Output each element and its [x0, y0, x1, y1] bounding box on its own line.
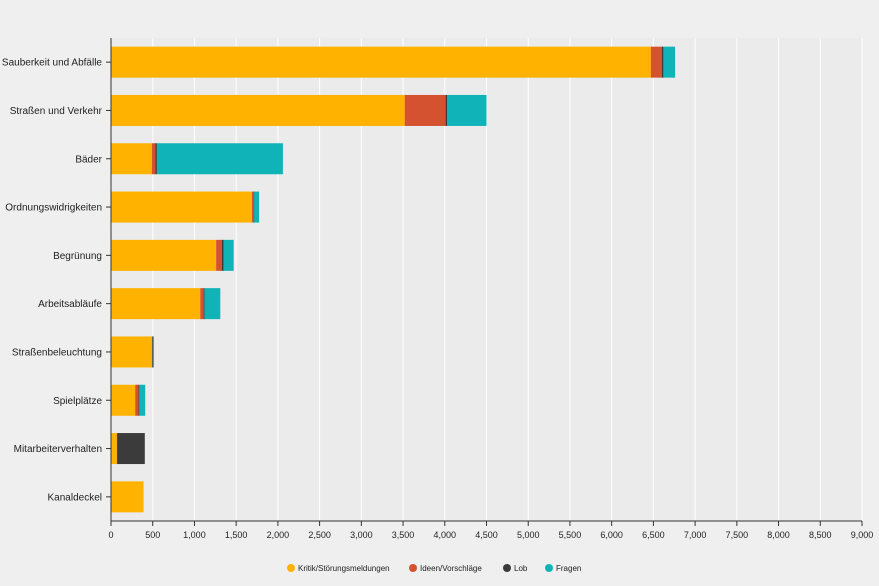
x-tick-label: 9,000 [851, 530, 874, 540]
legend-marker[interactable] [409, 564, 417, 572]
bar-segment[interactable] [111, 46, 651, 78]
bar-segment[interactable] [650, 46, 662, 78]
bar-segment[interactable] [152, 336, 154, 368]
legend-label[interactable]: Kritik/Störungsmeldungen [298, 564, 390, 573]
category-label: Spielplätze [53, 396, 102, 407]
bar-segment[interactable] [117, 433, 145, 465]
bar-segment[interactable] [138, 384, 140, 416]
x-tick-label: 3,500 [392, 530, 415, 540]
bar-segment[interactable] [111, 94, 405, 126]
legend-marker[interactable] [503, 564, 511, 572]
legend-label[interactable]: Fragen [556, 564, 581, 573]
bar-segment[interactable] [252, 191, 254, 223]
category-label: Bäder [75, 154, 102, 165]
x-tick-label: 1,500 [225, 530, 248, 540]
bar-segment[interactable] [111, 239, 217, 271]
bar-segment[interactable] [111, 191, 253, 223]
x-tick-label: 8,500 [809, 530, 832, 540]
legend-marker[interactable] [287, 564, 295, 572]
category-label: Begrünung [53, 251, 102, 262]
bar-segment[interactable] [445, 94, 448, 126]
x-tick-label: 5,000 [517, 530, 540, 540]
bar-segment[interactable] [111, 433, 117, 465]
x-tick-label: 2,000 [267, 530, 290, 540]
bar-segment[interactable] [151, 143, 156, 175]
category-label: Sauberkeit und Abfälle [2, 58, 103, 69]
bar-segment[interactable] [111, 288, 201, 320]
bar-segment[interactable] [663, 46, 676, 78]
x-tick-label: 7,000 [684, 530, 707, 540]
bar-segment[interactable] [156, 143, 283, 175]
bar-segment[interactable] [661, 46, 664, 78]
x-tick-label: 7,500 [726, 530, 749, 540]
x-tick-label: 3,000 [350, 530, 373, 540]
x-tick-label: 0 [108, 530, 113, 540]
bar-segment[interactable] [111, 143, 152, 175]
x-tick-label: 1,000 [183, 530, 206, 540]
category-label: Ordnungswidrigkeiten [5, 203, 102, 214]
x-tick-label: 4,000 [434, 530, 457, 540]
x-tick-label: 2,500 [308, 530, 331, 540]
bar-segment[interactable] [111, 481, 144, 513]
category-label: Straßenbeleuchtung [12, 347, 102, 358]
bar-segment[interactable] [139, 384, 146, 416]
x-tick-label: 5,500 [559, 530, 582, 540]
x-tick-label: 4,500 [475, 530, 498, 540]
bar-segment[interactable] [223, 239, 234, 271]
bar-segment[interactable] [221, 239, 224, 271]
bar-segment[interactable] [447, 94, 487, 126]
legend-label[interactable]: Ideen/Vorschläge [420, 564, 482, 573]
legend-marker[interactable] [545, 564, 553, 572]
x-tick-label: 500 [145, 530, 160, 540]
bar-segment[interactable] [111, 384, 136, 416]
bar-segment[interactable] [111, 336, 152, 368]
bar-segment[interactable] [204, 288, 221, 320]
category-label: Arbeitsabläufe [38, 299, 102, 310]
category-label: Kanaldeckel [48, 492, 102, 503]
bar-segment[interactable] [200, 288, 204, 320]
bar-segment[interactable] [116, 433, 118, 465]
category-label: Straßen und Verkehr [10, 106, 103, 117]
bar-segment[interactable] [253, 191, 255, 223]
bar-segment[interactable] [155, 143, 157, 175]
x-tick-label: 8,000 [767, 530, 790, 540]
bar-segment[interactable] [203, 288, 205, 320]
bar-segment[interactable] [404, 94, 446, 126]
bar-segment[interactable] [216, 239, 222, 271]
bar-segment[interactable] [135, 384, 139, 416]
x-tick-label: 6,500 [642, 530, 665, 540]
category-label: Mitarbeiterverhalten [14, 444, 102, 455]
bar-segment[interactable] [254, 191, 260, 223]
bar-segment[interactable] [151, 336, 153, 368]
bar-segment[interactable] [152, 336, 154, 368]
x-tick-label: 6,000 [600, 530, 623, 540]
legend-label[interactable]: Lob [514, 564, 528, 573]
